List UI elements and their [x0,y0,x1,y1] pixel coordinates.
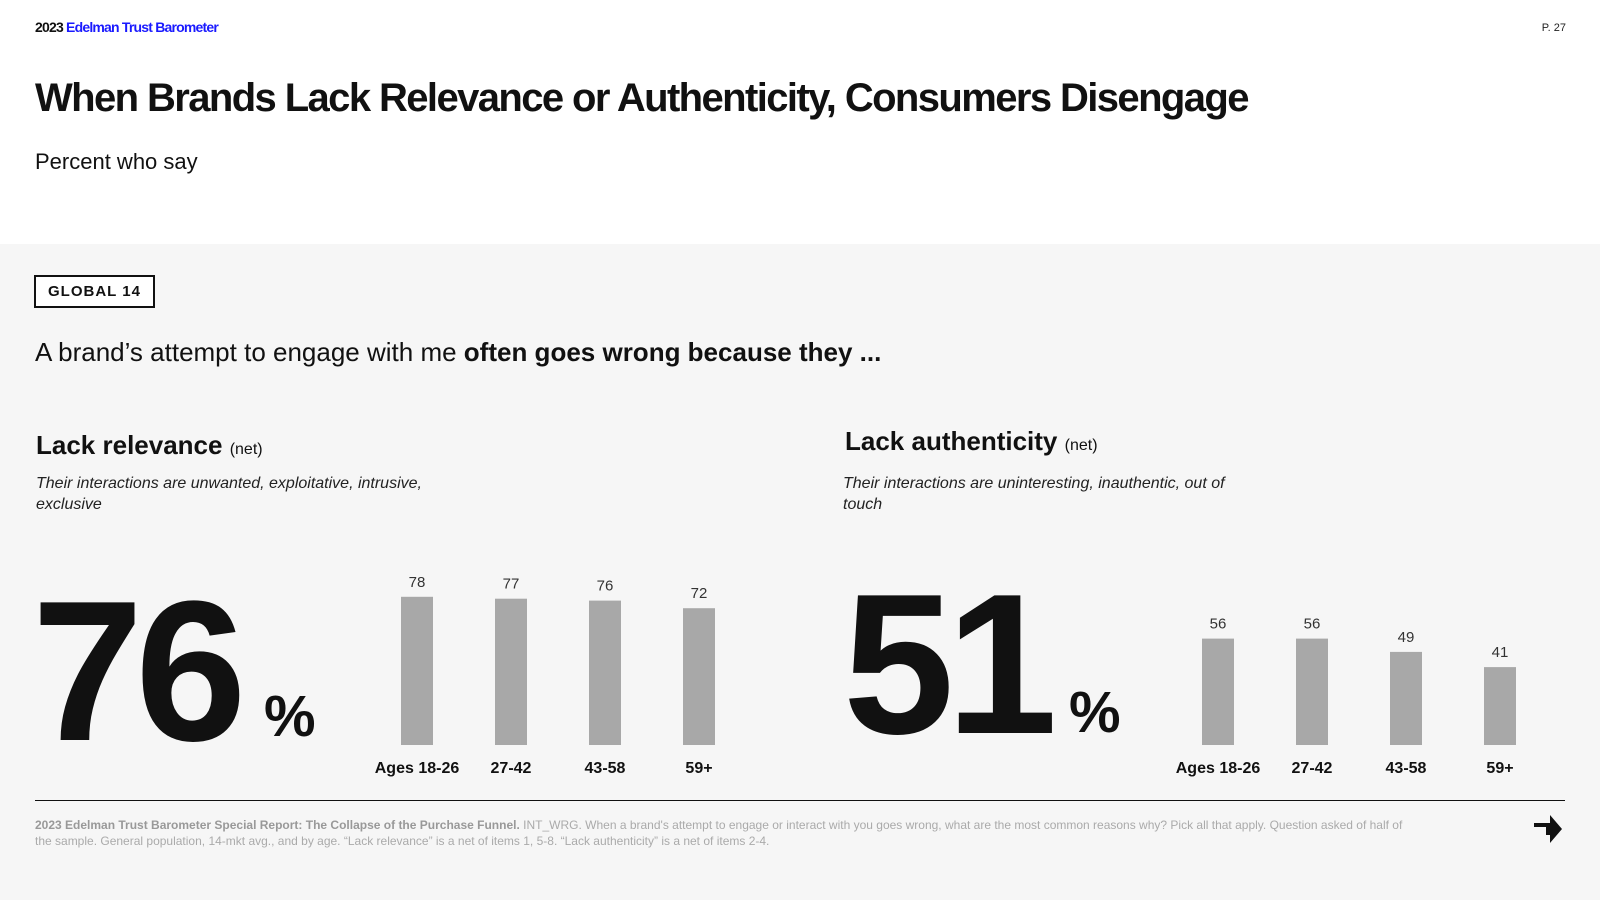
lead-bold: often goes wrong because they ... [463,337,882,367]
bar-value-label: 72 [691,585,708,602]
global-badge: GLOBAL 14 [34,275,155,308]
footnote: 2023 Edelman Trust Barometer Special Rep… [35,817,1405,849]
next-arrow-icon[interactable] [1532,813,1564,845]
report-year: 2023 [35,19,64,35]
footer-divider [35,800,1565,801]
bar-chart-authenticity: 56 Ages 18-26 56 27-42 49 43-58 41 59+ [1176,616,1516,777]
content-panel [0,244,1600,900]
bar-value-label: 41 [1492,644,1509,661]
big-value-relevance: 76 [32,560,246,783]
category-label: 43-58 [585,760,626,777]
report-brand: 2023 Edelman Trust Barometer [35,19,219,35]
bar-27-42 [1296,638,1328,745]
bar-value-label: 56 [1304,616,1321,633]
bar-value-label: 76 [597,578,614,595]
footnote-source: 2023 Edelman Trust Barometer Special Rep… [35,818,520,832]
section-net: (net) [229,441,263,458]
category-label: 59+ [685,760,712,777]
section-net: (net) [1064,437,1098,454]
category-label: 59+ [1486,760,1513,777]
bar-value-label: 56 [1210,616,1227,633]
section-title-authenticity: Lack authenticity (net) [845,426,1098,457]
category-label: 27-42 [1292,760,1333,777]
bar-ages-18-26 [401,596,433,745]
section-title-text: Lack authenticity [845,426,1058,456]
bar-43-58 [1390,651,1422,745]
category-label: 27-42 [491,760,532,777]
bar-ages-18-26 [1202,638,1234,745]
section-title-relevance: Lack relevance (net) [36,430,263,461]
lead-statement: A brand’s attempt to engage with me ofte… [35,337,881,368]
bar-value-label: 78 [409,574,426,591]
section-description-relevance: Their interactions are unwanted, exploit… [36,475,422,513]
page-number: P. 27 [1541,22,1566,34]
bar-59- [1484,667,1516,745]
footnote-text: INT_WRG. When a brand's attempt to engag… [35,818,1403,848]
lead-normal: A brand’s attempt to engage with me [35,337,464,367]
page-subtitle: Percent who say [35,149,198,174]
category-label: 43-58 [1386,760,1427,777]
big-value-authenticity: 51 [843,553,1057,776]
category-label: Ages 18-26 [375,760,460,777]
bar-27-42 [495,598,527,745]
section-description-authenticity: Their interactions are uninteresting, in… [843,475,1225,513]
section-title-text: Lack relevance [36,430,223,460]
percent-sign-relevance: % [264,684,316,749]
page-title: When Brands Lack Relevance or Authentici… [35,76,1249,120]
bar-43-58 [589,600,621,745]
bar-value-label: 49 [1398,629,1415,646]
category-label: Ages 18-26 [1176,760,1261,777]
bar-chart-relevance: 78 Ages 18-26 77 27-42 76 43-58 72 59+ [375,574,715,777]
report-brand-name: Edelman Trust Barometer [66,19,219,35]
percent-sign-authenticity: % [1069,680,1121,745]
bar-59- [683,608,715,745]
bar-value-label: 77 [503,576,520,593]
